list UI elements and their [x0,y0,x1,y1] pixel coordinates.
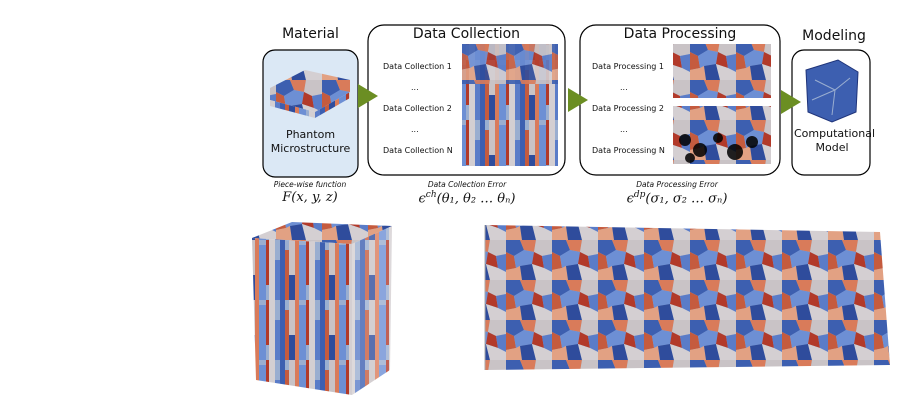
collection-title: Data Collection [412,26,521,42]
list-item: Data Processing 1 [592,62,664,71]
annotation-label: Data Collection Error [427,180,507,189]
formula-sup: dp [633,190,646,200]
formula-args: (σ₁, σ₂ … σₙ) [645,191,728,207]
list-item: ... [620,125,628,134]
formula-base: ϵ [418,191,426,207]
modeling-caption: Computational Model [794,127,876,154]
formula-args: (θ₁, θ₂ … θₙ) [436,191,516,207]
processing-title: Data Processing [623,26,737,42]
material-title: Material [282,26,339,42]
list-item: ... [411,83,419,92]
list-item: Data Collection 2 [383,104,452,113]
formula-base: ϵ [626,191,634,207]
annotation-formula: ϵdp(σ₁, σ₂ … σₙ) [597,190,757,206]
annotation-formula: F(x, y, z) [230,190,390,205]
modeling-title: Modeling [802,28,866,44]
formula-base: F(x, y, z) [282,190,338,205]
material-caption: Phantom Microstructure [270,128,351,155]
list-item: Data Collection N [383,146,453,155]
list-item: Data Processing 2 [592,104,664,113]
list-item: ... [411,125,419,134]
formula-sup: ch [425,190,437,200]
list-item: Data Collection 1 [383,62,452,71]
annotation-label: Data Processing Error [636,180,718,189]
annotation-formula: ϵch(θ₁, θ₂ … θₙ) [387,190,547,206]
annotation-label: Piece-wise function [273,180,347,189]
list-item: ... [620,83,628,92]
list-item: Data Processing N [592,146,665,155]
